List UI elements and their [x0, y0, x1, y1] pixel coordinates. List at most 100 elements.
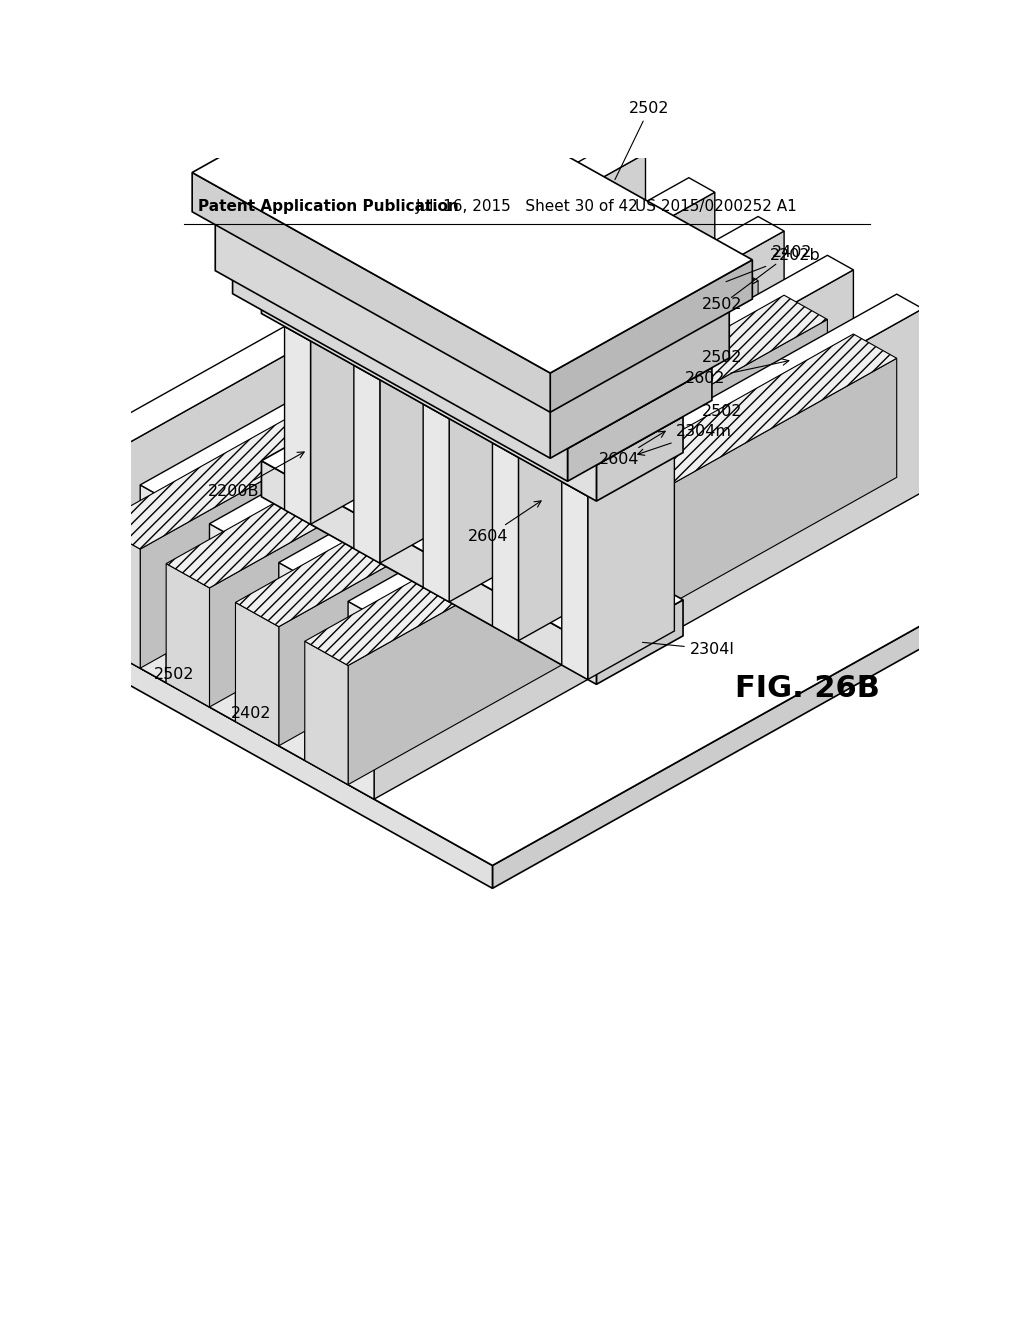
Polygon shape: [232, 261, 567, 482]
Polygon shape: [232, 180, 712, 449]
Polygon shape: [71, 446, 97, 644]
Polygon shape: [279, 562, 305, 760]
Text: FIG. 26B: FIG. 26B: [735, 675, 880, 704]
Polygon shape: [605, 334, 897, 498]
Polygon shape: [140, 484, 166, 682]
Text: 2200B: 2200B: [208, 451, 304, 499]
Text: US 2015/0200252 A1: US 2015/0200252 A1: [635, 199, 797, 214]
Polygon shape: [97, 405, 354, 549]
Polygon shape: [348, 294, 923, 616]
Polygon shape: [423, 355, 536, 418]
Polygon shape: [550, 300, 729, 458]
Polygon shape: [215, 111, 729, 400]
Polygon shape: [493, 541, 580, 626]
Text: 2304m: 2304m: [638, 424, 732, 455]
Polygon shape: [450, 383, 493, 444]
Polygon shape: [193, 173, 550, 412]
Polygon shape: [279, 507, 493, 746]
Polygon shape: [493, 558, 1024, 888]
Polygon shape: [450, 370, 536, 602]
Polygon shape: [605, 473, 648, 616]
Polygon shape: [493, 395, 605, 458]
Polygon shape: [279, 255, 853, 577]
Polygon shape: [310, 305, 354, 366]
Text: 2502: 2502: [702, 297, 742, 312]
Text: 2304l: 2304l: [642, 642, 734, 656]
Polygon shape: [354, 317, 467, 380]
Polygon shape: [467, 256, 758, 420]
Polygon shape: [261, 412, 683, 648]
Polygon shape: [236, 231, 784, 722]
Polygon shape: [166, 444, 423, 587]
Text: 2502: 2502: [154, 667, 195, 682]
Polygon shape: [397, 356, 440, 500]
Polygon shape: [380, 296, 510, 368]
Text: 2602: 2602: [685, 359, 788, 385]
Polygon shape: [518, 421, 562, 482]
Polygon shape: [423, 404, 450, 602]
Polygon shape: [285, 326, 310, 524]
Polygon shape: [510, 281, 758, 539]
Polygon shape: [536, 434, 580, 578]
Polygon shape: [423, 319, 510, 404]
Polygon shape: [166, 564, 210, 708]
Text: 2604: 2604: [599, 432, 666, 467]
Polygon shape: [450, 517, 580, 590]
Polygon shape: [518, 409, 605, 640]
Polygon shape: [305, 521, 562, 665]
Polygon shape: [374, 309, 923, 799]
Polygon shape: [261, 228, 683, 465]
Polygon shape: [210, 524, 236, 722]
Polygon shape: [550, 260, 753, 412]
Polygon shape: [596, 417, 683, 502]
Polygon shape: [310, 256, 440, 329]
Polygon shape: [380, 343, 423, 404]
Polygon shape: [518, 556, 648, 628]
Polygon shape: [440, 242, 689, 500]
Polygon shape: [285, 279, 397, 341]
Polygon shape: [536, 296, 827, 458]
Polygon shape: [397, 218, 689, 381]
Polygon shape: [562, 482, 588, 680]
Polygon shape: [97, 153, 645, 644]
Polygon shape: [423, 503, 510, 587]
Polygon shape: [2, 590, 493, 888]
Polygon shape: [215, 211, 550, 458]
Polygon shape: [210, 469, 423, 708]
Polygon shape: [562, 397, 648, 482]
Text: 2402: 2402: [731, 244, 812, 297]
Text: Jul. 16, 2015   Sheet 30 of 42: Jul. 16, 2015 Sheet 30 of 42: [416, 199, 638, 214]
Polygon shape: [348, 546, 562, 784]
Polygon shape: [261, 461, 596, 684]
Polygon shape: [380, 527, 423, 587]
Polygon shape: [140, 178, 715, 499]
Text: Patent Application Publication: Patent Application Publication: [199, 199, 459, 214]
Polygon shape: [467, 396, 510, 539]
Polygon shape: [97, 525, 140, 668]
Polygon shape: [380, 479, 510, 552]
Polygon shape: [261, 277, 596, 502]
Polygon shape: [210, 216, 784, 539]
Polygon shape: [380, 331, 467, 564]
Polygon shape: [348, 602, 374, 799]
Polygon shape: [305, 642, 348, 784]
Polygon shape: [493, 358, 580, 444]
Polygon shape: [580, 319, 827, 578]
Polygon shape: [518, 374, 648, 446]
Polygon shape: [518, 605, 562, 665]
Polygon shape: [493, 444, 518, 640]
Text: 2604: 2604: [467, 500, 541, 544]
Text: 2502: 2502: [615, 100, 670, 180]
Polygon shape: [310, 293, 397, 524]
Polygon shape: [354, 281, 440, 366]
Polygon shape: [166, 193, 715, 682]
Polygon shape: [354, 465, 440, 549]
Text: 2402: 2402: [230, 706, 271, 721]
Polygon shape: [236, 602, 279, 746]
Polygon shape: [562, 581, 648, 665]
Polygon shape: [450, 334, 580, 407]
Polygon shape: [71, 139, 645, 461]
Text: 2502: 2502: [702, 351, 742, 366]
Text: 2202b: 2202b: [726, 248, 820, 281]
Polygon shape: [193, 59, 753, 374]
